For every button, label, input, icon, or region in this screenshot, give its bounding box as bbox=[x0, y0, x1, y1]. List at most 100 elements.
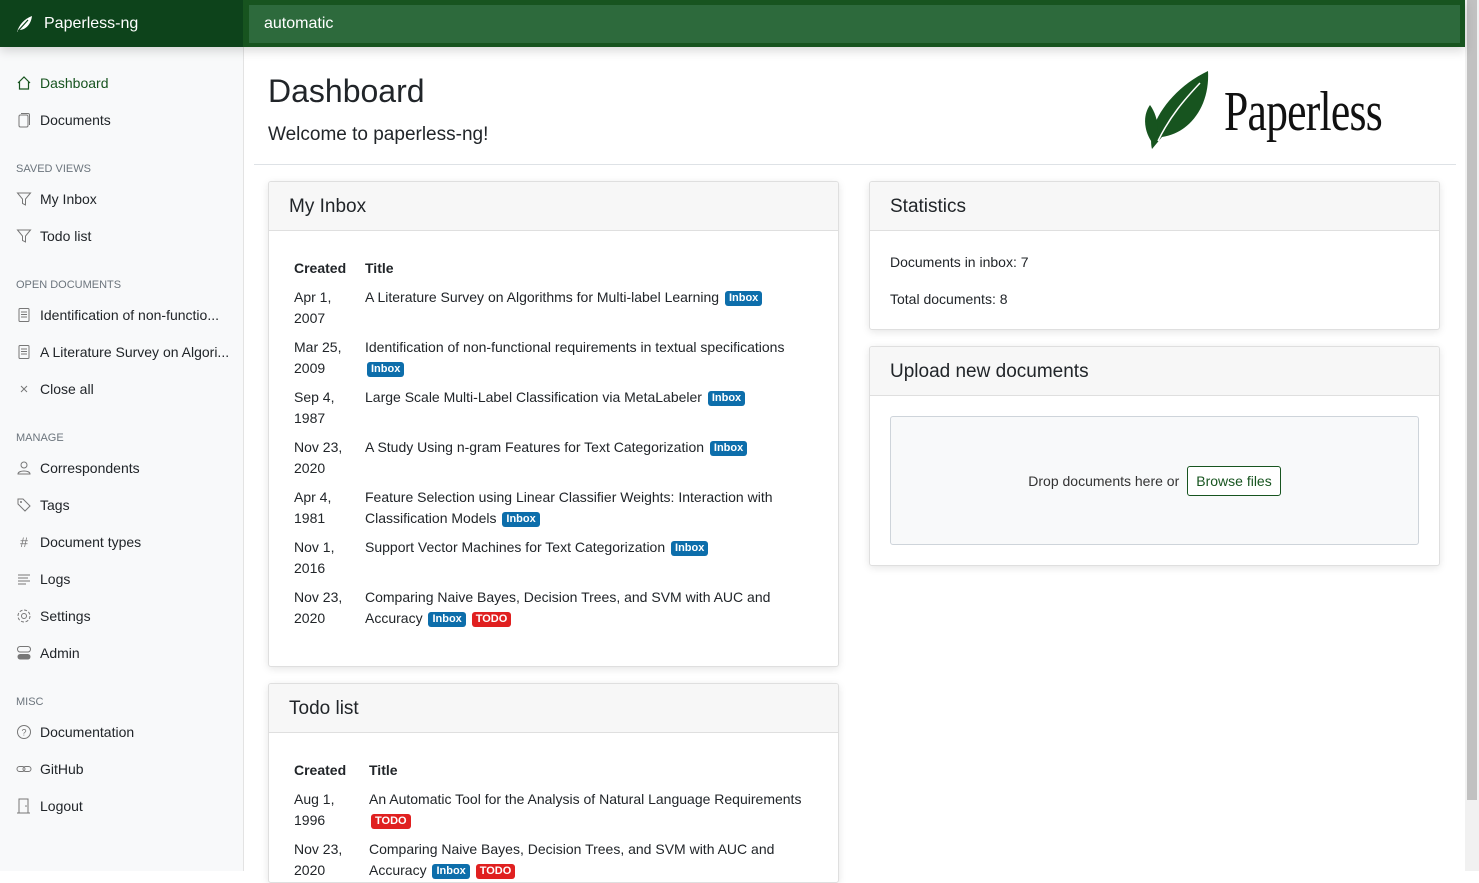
tag-badge-inbox[interactable]: Inbox bbox=[671, 541, 709, 556]
document-title[interactable]: An Automatic Tool for the Analysis of Na… bbox=[369, 791, 802, 829]
document-title[interactable]: Feature Selection using Linear Classifie… bbox=[365, 489, 773, 527]
sidebar-item-admin[interactable]: Admin bbox=[16, 643, 80, 663]
inbox-count: Documents in inbox: 7 bbox=[890, 254, 1029, 270]
document-title[interactable]: Identification of non-functional require… bbox=[365, 339, 785, 377]
sidebar-item-documents[interactable]: Documents bbox=[16, 110, 111, 130]
scrollbar[interactable] bbox=[1465, 0, 1479, 871]
sidebar-item-label: My Inbox bbox=[40, 191, 97, 207]
section-open-documents: OPEN DOCUMENTS bbox=[16, 279, 122, 291]
sidebar-item-correspondents[interactable]: Correspondents bbox=[16, 458, 140, 478]
drop-zone[interactable]: Drop documents here or Browse files bbox=[890, 416, 1419, 545]
tags-icon bbox=[16, 497, 32, 513]
tag-badge-inbox[interactable]: Inbox bbox=[432, 864, 470, 879]
created-date: Apr 1, 2007 bbox=[294, 289, 332, 326]
todo-list-card: Todo list Created Title Aug 1, 1996 An Autom… bbox=[268, 683, 839, 883]
sidebar-item-label: GitHub bbox=[40, 761, 84, 777]
created-date: Nov 23, 2020 bbox=[294, 841, 343, 878]
col-created: Created bbox=[294, 762, 347, 778]
house-icon bbox=[16, 75, 32, 91]
document-title[interactable]: Large Scale Multi-Label Classification v… bbox=[365, 387, 805, 408]
sidebar: Dashboard Documents SAVED VIEWS My Inbox Tod… bbox=[0, 47, 244, 871]
section-misc: MISC bbox=[16, 696, 44, 708]
created-date: Aug 1, 1996 bbox=[294, 791, 335, 828]
funnel-icon bbox=[16, 191, 32, 207]
sidebar-item-label: Documents bbox=[40, 112, 111, 128]
search-input[interactable] bbox=[249, 5, 1460, 43]
sidebar-item-label: Todo list bbox=[40, 228, 92, 244]
sidebar-item-label: Identification of non-functio... bbox=[40, 307, 219, 323]
sidebar-item-tags[interactable]: Tags bbox=[16, 495, 70, 515]
paperless-logo: Paperless bbox=[1140, 71, 1434, 153]
svg-text:?: ? bbox=[21, 728, 26, 738]
created-date: Nov 23, 2020 bbox=[294, 439, 343, 476]
card-title: My Inbox bbox=[269, 182, 838, 231]
logo-text: Paperless bbox=[1224, 81, 1383, 143]
drop-text: Drop documents here or bbox=[1028, 472, 1180, 489]
document-title[interactable]: Comparing Naive Bayes, Decision Trees, a… bbox=[369, 841, 775, 879]
created-date: Apr 4, 1981 bbox=[294, 489, 332, 526]
document-title[interactable]: A Literature Survey on Algorithms for Mu… bbox=[365, 287, 805, 308]
tag-badge-inbox[interactable]: Inbox bbox=[502, 512, 540, 527]
toggles-icon bbox=[16, 645, 32, 661]
scrollbar-thumb[interactable] bbox=[1467, 0, 1477, 800]
document-icon bbox=[16, 344, 32, 360]
tag-badge-todo[interactable]: TODO bbox=[371, 814, 411, 829]
sidebar-item-close-all[interactable]: Close all bbox=[16, 379, 94, 399]
page-title: Dashboard bbox=[268, 73, 425, 109]
tag-badge-inbox[interactable]: Inbox bbox=[428, 612, 466, 627]
link-icon bbox=[16, 761, 32, 777]
sidebar-item-open-doc-2[interactable]: A Literature Survey on Algori... bbox=[16, 342, 229, 362]
tag-badge-inbox[interactable]: Inbox bbox=[707, 391, 746, 406]
divider bbox=[254, 164, 1456, 165]
created-date: Nov 1, 2016 bbox=[294, 539, 335, 576]
sidebar-item-logs[interactable]: Logs bbox=[16, 569, 70, 589]
close-icon bbox=[16, 381, 32, 397]
files-icon bbox=[16, 112, 32, 128]
created-date: Nov 23, 2020 bbox=[294, 589, 343, 626]
tag-badge-inbox[interactable]: Inbox bbox=[709, 441, 748, 456]
sidebar-item-label: Logs bbox=[40, 571, 71, 587]
col-title: Title bbox=[365, 260, 394, 276]
created-date: Mar 25, 2009 bbox=[294, 339, 342, 376]
sidebar-item-documentation[interactable]: ? Documentation bbox=[16, 722, 134, 742]
sidebar-item-todo-list[interactable]: Todo list bbox=[16, 226, 91, 246]
sidebar-item-my-inbox[interactable]: My Inbox bbox=[16, 189, 97, 209]
statistics-card: Statistics Documents in inbox: 7 Total d… bbox=[869, 181, 1440, 330]
sidebar-item-label: A Literature Survey on Algori... bbox=[40, 344, 230, 360]
document-title[interactable]: Support Vector Machines for Text Categor… bbox=[365, 537, 805, 558]
sidebar-item-label: Document types bbox=[40, 534, 142, 550]
sidebar-item-label: Dashboard bbox=[40, 75, 109, 91]
card-title: Todo list bbox=[269, 684, 838, 733]
sidebar-item-label: Correspondents bbox=[40, 460, 140, 476]
question-circle-icon: ? bbox=[16, 724, 32, 740]
sidebar-item-label: Logout bbox=[40, 798, 83, 814]
sidebar-item-github[interactable]: GitHub bbox=[16, 759, 84, 779]
section-saved-views: SAVED VIEWS bbox=[16, 163, 91, 175]
sidebar-item-document-types[interactable]: # Document types bbox=[16, 532, 141, 552]
sidebar-item-label: Admin bbox=[40, 645, 80, 661]
created-date: Sep 4, 1987 bbox=[294, 389, 335, 426]
my-inbox-card: My Inbox Created Title Apr 1, 2007 A Literat… bbox=[268, 181, 839, 667]
leaf-logo-icon bbox=[1145, 71, 1209, 149]
browse-files-button[interactable]: Browse files bbox=[1187, 465, 1281, 496]
sidebar-item-dashboard[interactable]: Dashboard bbox=[16, 73, 109, 93]
document-title[interactable]: Comparing Naive Bayes, Decision Trees, a… bbox=[365, 589, 771, 627]
gear-icon bbox=[16, 608, 32, 624]
sidebar-item-logout[interactable]: Logout bbox=[16, 796, 83, 816]
sidebar-item-open-doc-1[interactable]: Identification of non-functio... bbox=[16, 305, 219, 325]
tag-badge-inbox[interactable]: Inbox bbox=[367, 362, 405, 377]
tag-badge-todo[interactable]: TODO bbox=[475, 864, 516, 879]
sidebar-item-label: Documentation bbox=[40, 724, 135, 740]
app-brand[interactable]: Paperless-ng bbox=[0, 0, 243, 47]
sidebar-item-settings[interactable]: Settings bbox=[16, 606, 91, 626]
list-icon bbox=[16, 571, 32, 587]
tag-badge-inbox[interactable]: Inbox bbox=[724, 291, 763, 306]
top-bar: Paperless-ng bbox=[0, 0, 1465, 47]
document-title[interactable]: A Study Using n-gram Features for Text C… bbox=[365, 437, 805, 458]
person-icon bbox=[16, 460, 32, 476]
card-title: Upload new documents bbox=[870, 347, 1439, 396]
sidebar-item-label: Settings bbox=[40, 608, 91, 624]
funnel-icon bbox=[16, 228, 32, 244]
tag-badge-todo[interactable]: TODO bbox=[471, 612, 512, 627]
section-manage: MANAGE bbox=[16, 432, 64, 444]
